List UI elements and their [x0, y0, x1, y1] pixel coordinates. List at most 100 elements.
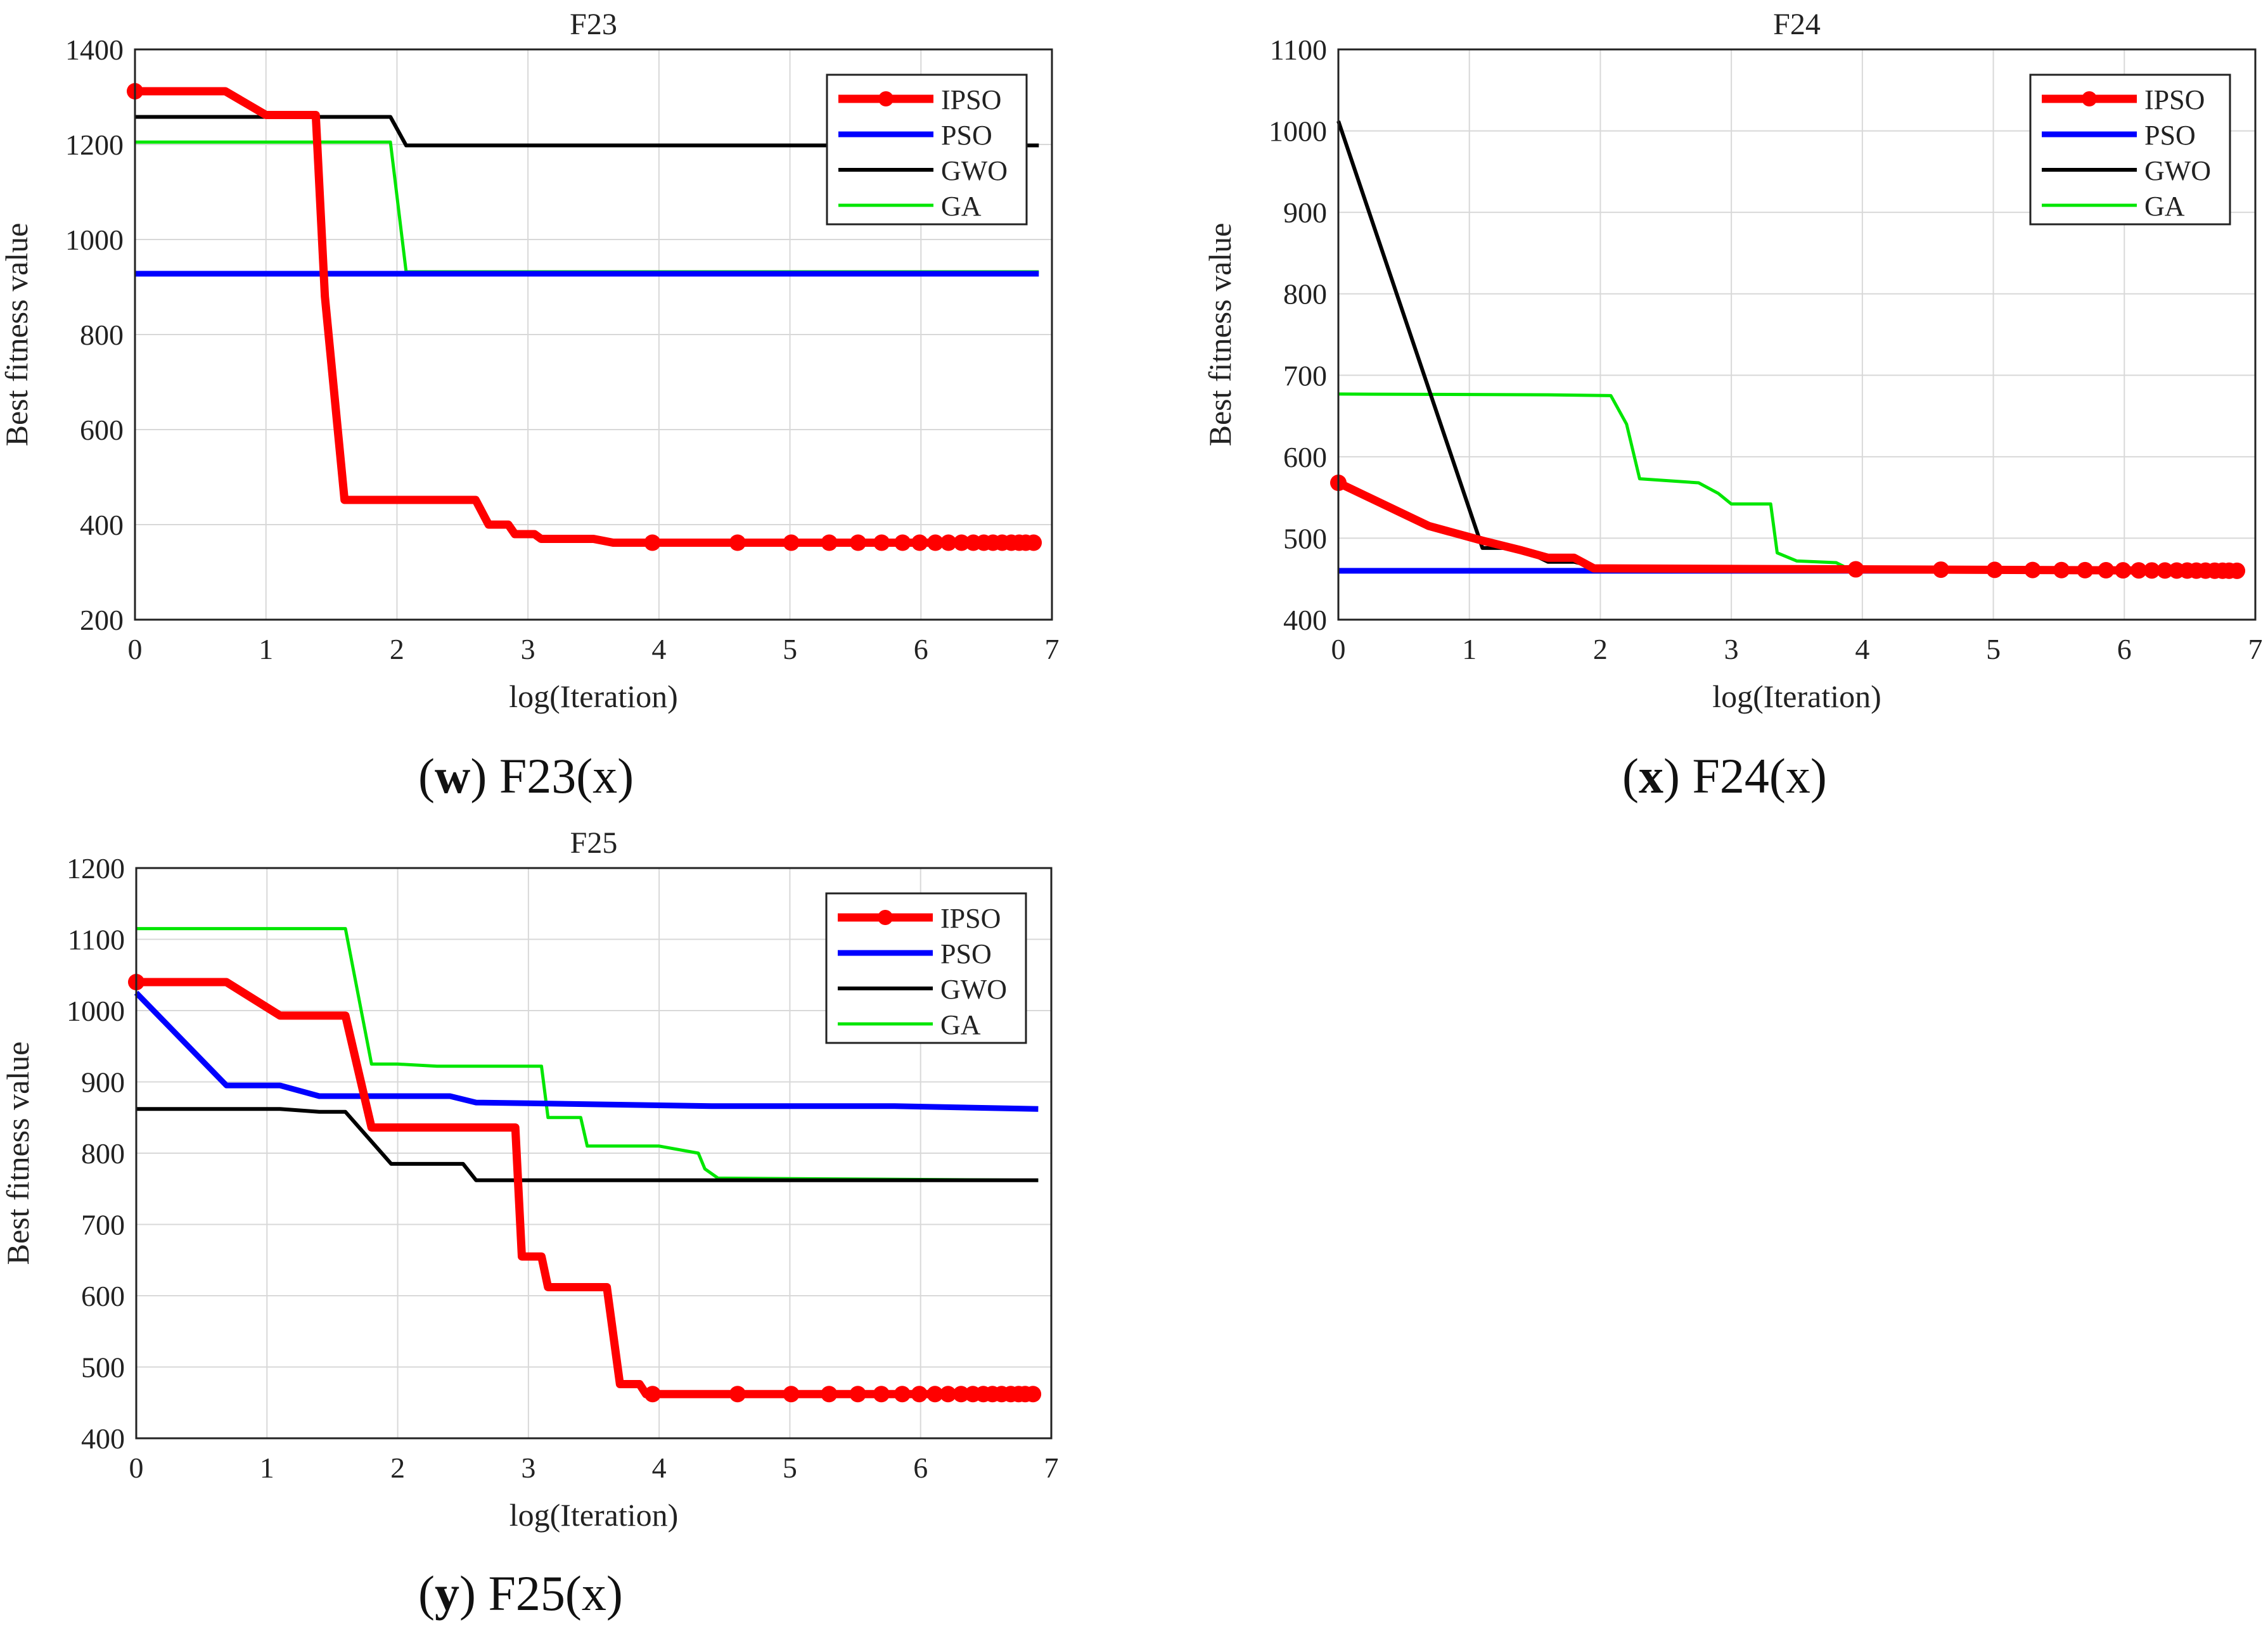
- y-tick-label: 400: [81, 1422, 125, 1455]
- x-tick-label: 1: [1462, 633, 1477, 665]
- series-ipso-marker: [894, 534, 911, 551]
- series-ipso-marker: [821, 1386, 838, 1403]
- x-tick-label: 3: [1724, 633, 1739, 665]
- x-tick-label: 4: [652, 1452, 667, 1484]
- legend-label-gwo: GWO: [2144, 155, 2211, 186]
- x-tick-label: 6: [2117, 633, 2132, 665]
- x-tick-label: 5: [1986, 633, 2001, 665]
- y-tick-label: 700: [81, 1209, 125, 1241]
- x-tick-label: 3: [521, 1452, 535, 1484]
- series-ipso-marker: [2130, 562, 2148, 579]
- series-ipso-marker: [927, 534, 944, 551]
- y-tick-label: 600: [80, 414, 124, 446]
- y-tick-label: 200: [80, 604, 124, 636]
- y-tick-label: 1200: [67, 852, 125, 885]
- series-ipso-marker: [2115, 562, 2132, 579]
- series-ipso-marker: [1025, 1386, 1042, 1403]
- axes-frame: [1337, 48, 2257, 621]
- y-tick-label: 500: [81, 1351, 125, 1384]
- y-axis-label: Best fitness value: [0, 1042, 35, 1265]
- y-tick-label: 1100: [1270, 34, 1327, 66]
- series-ipso-marker: [2053, 561, 2070, 578]
- x-tick-label: 4: [1855, 633, 1869, 665]
- series-ipso-marker: [1932, 561, 1949, 578]
- series-ipso-marker: [2024, 561, 2041, 578]
- legend-marker-ipso: [878, 910, 893, 925]
- y-tick-label: 400: [80, 509, 124, 541]
- series-ipso-marker: [1986, 561, 2003, 578]
- y-tick-label: 800: [81, 1137, 125, 1170]
- series-ipso-marker: [2098, 562, 2115, 579]
- series-ipso-line: [136, 978, 1039, 1398]
- series-ipso-marker: [729, 1386, 746, 1403]
- x-tick-label: 6: [913, 1452, 928, 1484]
- series-pso-line: [134, 990, 1039, 1112]
- series-ipso-marker: [2143, 562, 2160, 579]
- axes-frame: [134, 48, 1053, 621]
- y-tick-label: 1200: [65, 129, 124, 161]
- legend: IPSO PSO GWO GA: [826, 73, 1028, 226]
- series-ipso-marker: [644, 534, 661, 551]
- legend-marker-ipso: [2082, 91, 2097, 106]
- y-axis-label: Best fitness value: [0, 223, 34, 447]
- x-tick-label: 2: [390, 633, 404, 665]
- legend-label-ga: GA: [2144, 191, 2185, 222]
- series-ipso-marker: [911, 534, 928, 551]
- y-tick-label: 1000: [67, 995, 125, 1027]
- x-tick-label: 5: [783, 1452, 797, 1484]
- axes-frame: [135, 867, 1053, 1440]
- x-tick-label: 1: [260, 1452, 274, 1484]
- y-tick-label: 800: [1283, 278, 1327, 310]
- x-tick-label: 2: [390, 1452, 405, 1484]
- y-tick-label: 500: [1283, 522, 1327, 554]
- series-ipso-marker: [783, 1386, 800, 1403]
- x-tick-label: 1: [259, 633, 273, 665]
- series-ipso-marker: [1025, 534, 1042, 551]
- y-tick-label: 600: [81, 1280, 125, 1312]
- x-tick-label: 4: [651, 633, 666, 665]
- y-tick-label: 1000: [1269, 115, 1327, 148]
- series-ipso-marker: [729, 534, 746, 551]
- y-tick-label: 1100: [68, 924, 125, 956]
- series-ipso-marker: [952, 1386, 970, 1403]
- series-ipso-marker: [911, 1386, 928, 1403]
- y-tick-label: 900: [1283, 196, 1327, 229]
- chart-f25: 0 1 2 3 4 5 6 7 400 500 600 700 800 900 1000 1100 1200 F2…: [0, 826, 1059, 1533]
- legend-label-ipso: IPSO: [941, 84, 1001, 115]
- x-tick-label: 0: [129, 1452, 144, 1484]
- chart-f23: 0 1 2 3 4 5 6 7 200 400 600 800 1000 1200 1400 F23 log(I…: [0, 8, 1060, 714]
- x-tick-label: 7: [1045, 633, 1060, 665]
- y-tick-label: 600: [1283, 441, 1327, 473]
- caption-w: (w) F23(x): [418, 748, 634, 803]
- series-ipso-marker: [2077, 561, 2094, 578]
- x-tick-label: 2: [1593, 633, 1608, 665]
- x-axis-label: log(Iteration): [1712, 679, 1881, 714]
- series-ipso-marker: [821, 534, 838, 551]
- chart-title: F24: [1773, 8, 1821, 41]
- series-ipso-line: [1336, 479, 2243, 575]
- x-tick-label: 3: [521, 633, 535, 665]
- y-tick-label: 1400: [65, 34, 124, 66]
- y-tick-label: 1000: [65, 224, 124, 256]
- legend-label-gwo: GWO: [941, 155, 1008, 186]
- x-tick-label: 5: [783, 633, 797, 665]
- y-tick-label: 400: [1283, 604, 1327, 636]
- y-tick-label: 700: [1283, 359, 1327, 392]
- series-ga-line: [1338, 392, 2243, 571]
- x-axis-label: log(Iteration): [509, 679, 678, 714]
- y-axis-label: Best fitness value: [1202, 223, 1238, 447]
- series-ga-line: [136, 927, 1039, 1182]
- series-ipso-marker: [850, 534, 867, 551]
- series-ipso-marker: [644, 1386, 661, 1403]
- x-tick-label: 0: [128, 633, 143, 665]
- x-tick-label: 7: [1044, 1452, 1059, 1484]
- caption-y: (y) F25(x): [418, 1566, 623, 1621]
- legend-label-pso: PSO: [2144, 120, 2196, 151]
- legend-label-pso: PSO: [941, 120, 992, 151]
- x-tick-label: 0: [1331, 633, 1346, 665]
- x-tick-label: 7: [2248, 633, 2263, 665]
- legend: IPSO PSO GWO GA: [2029, 73, 2231, 226]
- series-gwo-line: [136, 1107, 1039, 1182]
- chart-title: F23: [570, 8, 617, 41]
